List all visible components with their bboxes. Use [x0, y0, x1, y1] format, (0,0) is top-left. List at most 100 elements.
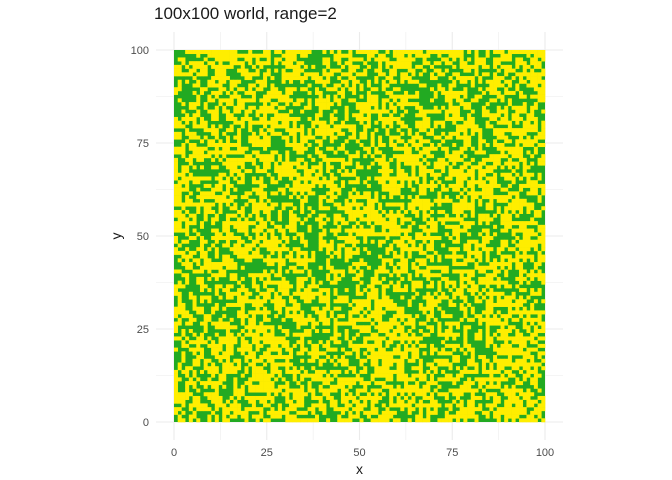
heatmap-cell — [426, 291, 431, 296]
heatmap-cell — [289, 228, 294, 233]
heatmap-cell — [504, 336, 509, 341]
heatmap-cell — [392, 135, 397, 140]
heatmap-cell — [418, 172, 423, 177]
heatmap-cell — [188, 321, 193, 326]
heatmap-cell — [355, 317, 360, 322]
heatmap-cell — [429, 187, 434, 192]
heatmap-cell — [348, 239, 353, 244]
heatmap-cell — [415, 392, 420, 397]
heatmap-cell — [174, 373, 179, 378]
heatmap-cell — [396, 57, 401, 62]
heatmap-cell — [255, 239, 260, 244]
heatmap-cell — [259, 276, 264, 281]
heatmap-cell — [359, 381, 364, 386]
heatmap-cell — [511, 198, 516, 203]
heatmap-cell — [444, 351, 449, 356]
heatmap-cell — [352, 131, 357, 136]
heatmap-cell — [251, 254, 256, 259]
heatmap-cell — [233, 176, 238, 181]
heatmap-cell — [363, 191, 368, 196]
heatmap-cell — [366, 314, 371, 319]
heatmap-cell — [285, 94, 290, 99]
heatmap-cell — [515, 57, 520, 62]
heatmap-cell — [318, 172, 323, 177]
heatmap-cell — [270, 232, 275, 237]
heatmap-cell — [255, 169, 260, 174]
heatmap-cell — [489, 262, 494, 267]
heatmap-cell — [281, 113, 286, 118]
heatmap-cell — [196, 209, 201, 214]
heatmap-cell — [530, 68, 535, 73]
heatmap-cell — [333, 291, 338, 296]
heatmap-cell — [348, 50, 353, 55]
heatmap-cell — [437, 321, 442, 326]
heatmap-cell — [322, 83, 327, 88]
heatmap-cell — [185, 265, 190, 270]
heatmap-cell — [433, 94, 438, 99]
heatmap-cell — [437, 299, 442, 304]
heatmap-cell — [203, 284, 208, 289]
heatmap-cell — [289, 295, 294, 300]
heatmap-cell — [337, 224, 342, 229]
heatmap-cell — [240, 351, 245, 356]
heatmap-cell — [300, 295, 305, 300]
heatmap-cell — [522, 128, 527, 133]
heatmap-cell — [270, 154, 275, 159]
heatmap-cell — [177, 202, 182, 207]
heatmap-cell — [392, 53, 397, 58]
heatmap-cell — [344, 369, 349, 374]
heatmap-cell — [266, 243, 271, 248]
heatmap-cell — [422, 388, 427, 393]
heatmap-cell — [396, 321, 401, 326]
heatmap-cell — [519, 209, 524, 214]
heatmap-cell — [326, 72, 331, 77]
heatmap-cell — [381, 169, 386, 174]
heatmap-cell — [500, 109, 505, 114]
heatmap-cell — [511, 362, 516, 367]
heatmap-cell — [478, 176, 483, 181]
heatmap-cell — [222, 72, 227, 77]
heatmap-cell — [259, 377, 264, 382]
heatmap-cell — [318, 399, 323, 404]
heatmap-cell — [214, 388, 219, 393]
heatmap-cell — [481, 288, 486, 293]
heatmap-cell — [426, 384, 431, 389]
heatmap-cell — [392, 109, 397, 114]
heatmap-cell — [396, 384, 401, 389]
heatmap-cell — [418, 377, 423, 382]
heatmap-cell — [493, 258, 498, 263]
heatmap-cell — [359, 94, 364, 99]
heatmap-cell — [326, 146, 331, 151]
heatmap-cell — [326, 355, 331, 360]
heatmap-cell — [400, 306, 405, 311]
heatmap-cell — [199, 120, 204, 125]
heatmap-cell — [470, 120, 475, 125]
heatmap-cell — [251, 280, 256, 285]
heatmap-cell — [240, 250, 245, 255]
heatmap-cell — [263, 314, 268, 319]
heatmap-cell — [474, 68, 479, 73]
heatmap-cell — [459, 128, 464, 133]
heatmap-cell — [259, 198, 264, 203]
heatmap-cell — [533, 105, 538, 110]
heatmap-cell — [537, 362, 542, 367]
heatmap-cell — [415, 90, 420, 95]
heatmap-cell — [307, 295, 312, 300]
heatmap-cell — [240, 206, 245, 211]
heatmap-cell — [370, 213, 375, 218]
heatmap-cell — [329, 183, 334, 188]
heatmap-cell — [270, 124, 275, 129]
heatmap-cell — [463, 284, 468, 289]
heatmap-cell — [207, 269, 212, 274]
heatmap-cell — [259, 109, 264, 114]
heatmap-cell — [392, 284, 397, 289]
heatmap-cell — [433, 236, 438, 241]
heatmap-cell — [348, 317, 353, 322]
heatmap-cell — [429, 243, 434, 248]
heatmap-cell — [370, 347, 375, 352]
heatmap-cell — [240, 180, 245, 185]
heatmap-cell — [222, 105, 227, 110]
heatmap-cell — [340, 347, 345, 352]
heatmap-cell — [433, 228, 438, 233]
heatmap-cell — [444, 232, 449, 237]
